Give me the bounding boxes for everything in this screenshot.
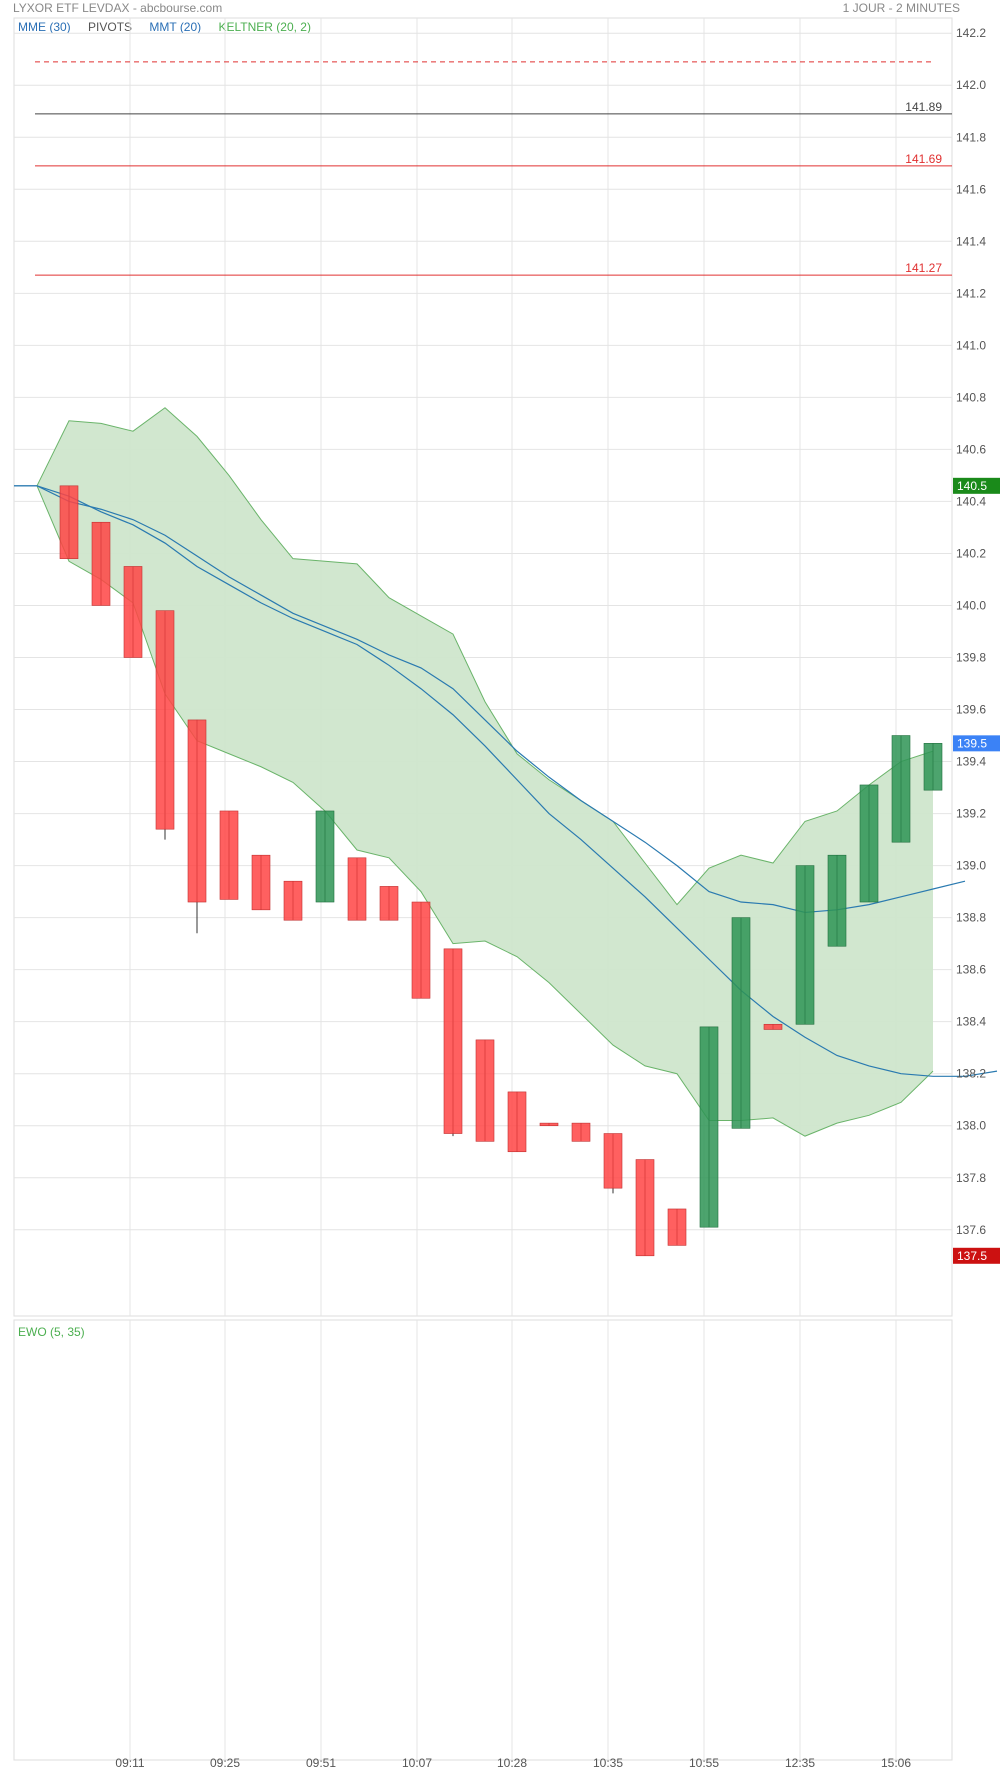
y-tick-label: 141.0 [956,338,986,352]
candle-body [91,521,111,606]
y-tick-label: 137.6 [956,1223,986,1237]
candle-body [859,784,879,903]
candle-body [443,948,463,1134]
y-tick-label: 138.2 [956,1067,986,1081]
candle-body [635,1159,655,1257]
candle-body [347,857,367,921]
x-tick-label: 10:28 [497,1756,527,1770]
period-label[interactable]: 1 JOUR - 2 MINUTES [842,1,960,15]
pivot-label: 141.69 [905,152,942,166]
candle-body [539,1122,559,1127]
price-tag [953,1247,1000,1264]
candle-body [699,1026,719,1228]
ewo-label[interactable]: EWO (5, 35) [18,1325,85,1339]
x-axis: 09:11 09:25 09:51 10:07 10:28 10:35 10:55 12:35… [115,1756,911,1770]
y-tick-label: 138.8 [956,911,986,925]
y-tick-label: 141.8 [956,130,986,144]
candle-body [283,880,303,921]
y-tick-label: 139.8 [956,651,986,665]
candle-body [251,854,271,911]
y-tick-label: 138.6 [956,963,986,977]
x-tick-label: 10:07 [402,1756,432,1770]
candle-body [59,485,79,559]
lower-panel-frame [13,1319,953,1761]
y-tick-label: 140.0 [956,598,986,612]
x-tick-label: 10:55 [689,1756,719,1770]
candle-body [315,810,335,903]
y-tick-label: 139.2 [956,807,986,821]
candle-body [731,917,751,1129]
candle-body [827,854,847,947]
candle-body [891,735,911,843]
y-tick-label: 141.4 [956,234,986,248]
mme-line [14,485,998,1077]
y-tick-label: 138.4 [956,1015,986,1029]
legend-mme[interactable]: MME (30) [18,20,71,34]
y-tick-label: 140.6 [956,442,986,456]
pivot-label: 141.89 [905,100,942,114]
pivot-label: 141.27 [905,261,942,275]
price-tag [953,477,1000,494]
main-panel-frame [13,17,953,1317]
candle-body [763,1023,783,1030]
y-tick-label: 141.2 [956,286,986,300]
candle-body [187,719,207,903]
x-tick-label: 15:06 [881,1756,911,1770]
chart-title: LYXOR ETF LEVDAX - abcbourse.com [13,1,223,15]
price-tags: 140.5 139.5 137.5 [953,477,1000,1264]
candle-body [571,1122,591,1142]
price-tag-label: 137.5 [957,1249,987,1263]
y-tick-label: 140.2 [956,546,986,560]
keltner-lower-line [36,485,934,1137]
y-tick-label: 139.4 [956,755,986,769]
x-tick-label: 12:35 [785,1756,815,1770]
x-tick-label: 09:51 [306,1756,336,1770]
y-axis: 142.2 142.0 141.8 141.6 141.4 141.2 141.0 140.8… [956,26,986,1237]
candle-body [795,865,815,1025]
keltner-upper-line [36,407,934,906]
y-tick-label: 139.0 [956,859,986,873]
y-tick-label: 141.6 [956,182,986,196]
x-tick-label: 09:11 [115,1756,144,1770]
y-tick-label: 137.8 [956,1171,986,1185]
candle-body [379,886,399,921]
candle-body [923,743,943,791]
candle-body [123,566,143,658]
legend-mmt[interactable]: MMT (20) [149,20,202,34]
price-tag [953,735,1000,752]
x-tick-label: 09:25 [210,1756,240,1770]
candle-body [155,610,175,830]
keltner-band [36,407,934,1137]
x-tick-label: 10:35 [593,1756,623,1770]
y-tick-label: 140.4 [956,494,986,508]
candle-body [603,1133,623,1189]
legend-pivots[interactable]: PIVOTS [88,20,133,34]
y-tick-label: 139.6 [956,703,986,717]
candle-body [475,1039,495,1142]
y-tick-label: 142.0 [956,78,986,92]
indicator-legend: MME (30) PIVOTS MMT (20) KELTNER (20, 2) [18,20,325,34]
candles [59,485,943,1257]
candle-body [507,1091,527,1153]
price-tag-label: 140.5 [957,479,987,493]
y-tick-label: 140.8 [956,390,986,404]
candle-body [667,1208,687,1246]
y-tick-label: 142.2 [956,26,986,40]
price-tag-label: 139.5 [957,736,987,750]
legend-keltner[interactable]: KELTNER (20, 2) [218,20,311,34]
keltner-fill [37,407,933,1137]
y-tick-label: 138.0 [956,1119,986,1133]
candle-body [411,901,431,999]
pivot-lines: 141.89 141.69 141.27 [35,61,952,276]
candle-body [219,810,239,900]
